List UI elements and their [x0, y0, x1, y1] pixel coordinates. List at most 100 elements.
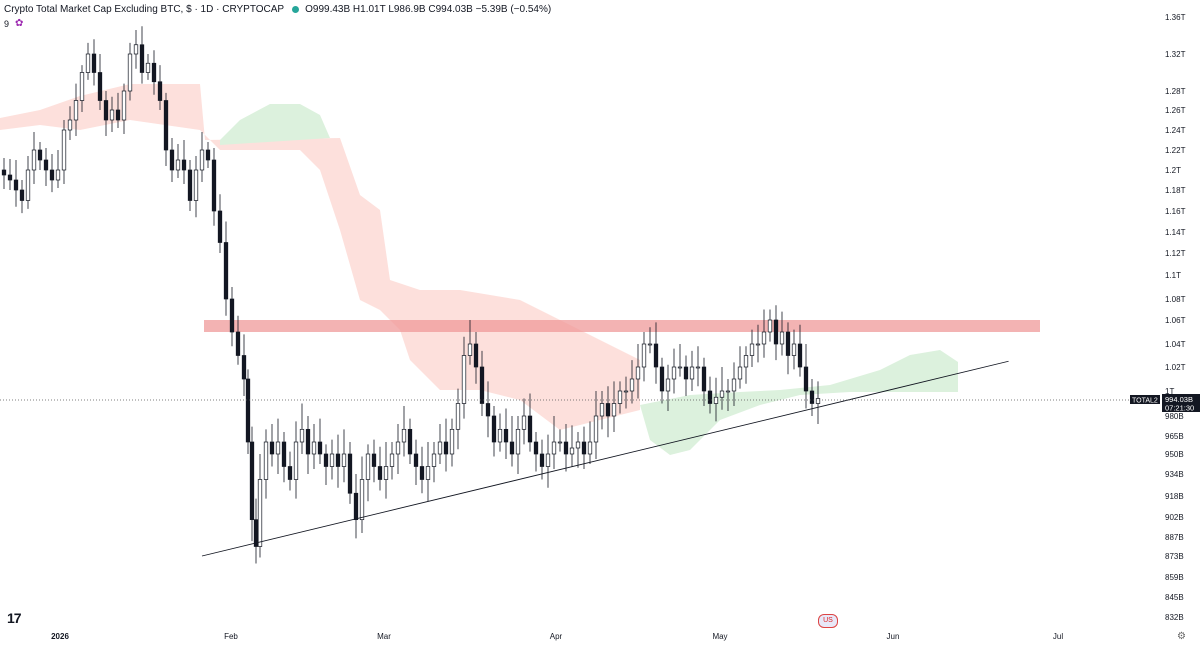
candle-body: [461, 355, 467, 404]
candle: [677, 344, 683, 377]
y-tick-label: 1.04T: [1165, 340, 1186, 349]
candle: [97, 54, 103, 110]
candle-body: [575, 441, 581, 449]
candle: [419, 446, 425, 494]
candle: [341, 429, 347, 483]
chart-title: Crypto Total Market Cap Excluding BTC, $…: [4, 4, 285, 15]
candle: [521, 398, 527, 445]
candle-body: [377, 466, 383, 480]
y-tick-label: 1.22T: [1165, 146, 1186, 155]
tradingview-logo[interactable]: 17: [7, 610, 22, 626]
y-tick-label: 950B: [1165, 450, 1184, 459]
candle: [695, 346, 701, 387]
candle: [773, 305, 779, 361]
candle: [335, 434, 341, 488]
candle-body: [365, 453, 371, 480]
price-axis[interactable]: 1.36T 1.32T 1.28T 1.26T 1.24T 1.22T 1.2T 1.18T 1…: [1165, 13, 1186, 622]
candle: [1, 158, 7, 189]
candle: [241, 334, 247, 396]
candle: [467, 320, 473, 365]
candle-body: [803, 366, 809, 392]
y-tick-label: 859B: [1165, 573, 1184, 582]
candle: [443, 418, 449, 472]
candle-body: [121, 90, 127, 121]
candle-body: [701, 366, 707, 392]
candle: [389, 442, 395, 480]
candle-body: [73, 100, 79, 121]
y-tick-label: 873B: [1165, 552, 1184, 561]
candle-body: [115, 109, 121, 121]
candle-body: [443, 441, 449, 455]
candle-body: [181, 159, 187, 171]
candle: [671, 348, 677, 394]
candle-body: [217, 210, 223, 243]
candle-body: [539, 453, 545, 467]
y-tick-label: 845B: [1165, 593, 1184, 602]
candle: [245, 369, 251, 454]
candle: [73, 83, 79, 136]
candle-body: [323, 453, 329, 467]
candle: [91, 39, 97, 86]
candle: [235, 315, 241, 365]
candle: [575, 432, 581, 468]
y-tick-label: 902B: [1165, 513, 1184, 522]
candle-body: [395, 441, 401, 455]
x-tick-label: Jul: [1053, 632, 1063, 641]
chart-settings-icon[interactable]: ⚙: [1177, 631, 1186, 642]
candle-body: [557, 441, 563, 444]
y-tick-label: 1.28T: [1165, 87, 1186, 96]
x-tick-label: May: [712, 632, 727, 641]
candle: [815, 381, 821, 424]
candle: [187, 160, 193, 211]
time-axis[interactable]: 2026 Feb Mar Apr May Jun Jul: [51, 632, 1063, 641]
candle: [719, 367, 725, 410]
candle: [509, 416, 515, 467]
candle-body: [767, 319, 773, 333]
candle: [13, 160, 19, 207]
resistance-zone: [204, 320, 1040, 332]
y-tick-label: 1.14T: [1165, 228, 1186, 237]
candle-body: [611, 403, 617, 417]
candle-body: [707, 390, 713, 404]
candle: [623, 376, 629, 409]
y-tick-label: 1.32T: [1165, 50, 1186, 59]
candle-body: [127, 53, 133, 92]
events-flag-icon[interactable]: US: [818, 614, 838, 628]
candle-body: [235, 331, 241, 356]
candle: [605, 386, 611, 438]
candle: [287, 451, 293, 491]
x-tick-label: Apr: [550, 632, 563, 641]
candle: [377, 446, 383, 491]
y-tick-label: 1.36T: [1165, 13, 1186, 22]
candle: [551, 416, 557, 469]
candle-body: [281, 441, 287, 467]
y-tick-label: 1.26T: [1165, 106, 1186, 115]
candle-body: [743, 355, 749, 368]
candle: [145, 54, 151, 80]
candle: [193, 156, 199, 218]
candle-body: [311, 441, 317, 455]
candle-body: [401, 428, 407, 443]
chart-header: Crypto Total Market Cap Excluding BTC, $…: [4, 4, 551, 15]
candle: [647, 327, 653, 354]
candle: [7, 159, 13, 190]
indicator-settings-icon[interactable]: ✿: [15, 18, 24, 29]
cloud-bullish: [220, 104, 958, 455]
candle: [449, 418, 455, 467]
candle: [587, 421, 593, 464]
candle-body: [737, 366, 743, 380]
y-tick-label: 1.16T: [1165, 207, 1186, 216]
candle-body: [551, 441, 557, 455]
candle-body: [491, 415, 497, 443]
candle-body: [791, 343, 797, 356]
y-tick-label: 1.02T: [1165, 363, 1186, 372]
indicator-row[interactable]: 9 ✿: [4, 18, 23, 29]
candle: [293, 421, 299, 499]
candle: [383, 442, 389, 499]
candle-body: [449, 428, 455, 455]
candle-body: [497, 428, 503, 443]
candle: [317, 418, 323, 464]
candle: [593, 391, 599, 459]
candle: [223, 221, 229, 316]
